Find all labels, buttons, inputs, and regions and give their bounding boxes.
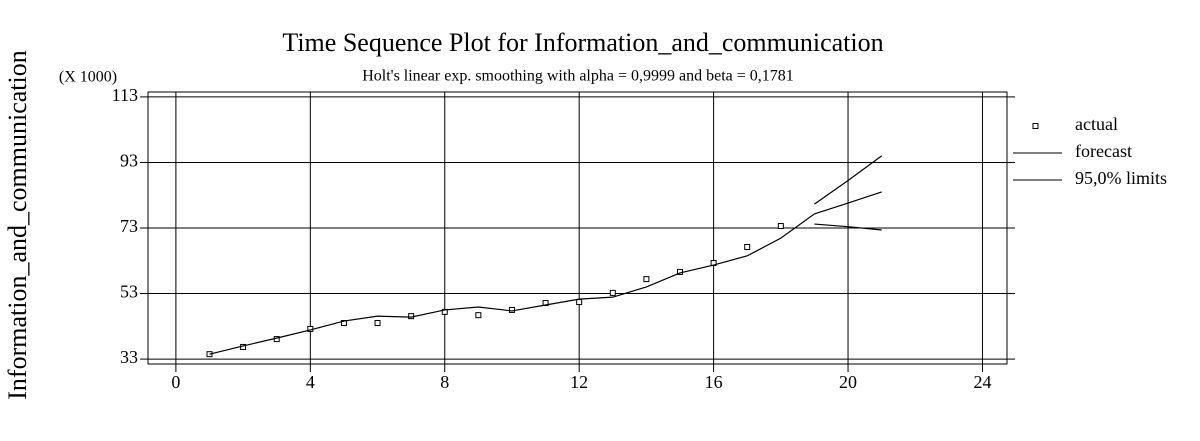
data-point: [643, 276, 650, 283]
x-tick-label: 16: [705, 372, 723, 392]
y-axis-label: Information_and_communication: [3, 50, 32, 399]
y-tick-label: 93: [120, 151, 138, 171]
legend-label: 95,0% limits: [1075, 168, 1167, 188]
y-tick-label: 73: [120, 216, 138, 236]
data-point: [508, 306, 515, 313]
legend-label: forecast: [1075, 141, 1132, 161]
series-line: [209, 191, 882, 355]
x-tick-label: 0: [171, 372, 180, 392]
x-tick-label: 20: [839, 372, 857, 392]
series-line: [814, 223, 882, 231]
data-point: [777, 223, 784, 230]
x-tick-label: 4: [306, 372, 315, 392]
chart-title: Time Sequence Plot for Information_and_c…: [282, 28, 883, 57]
data-point: [475, 312, 482, 319]
data-point: [744, 244, 751, 251]
y-tick-label: 53: [120, 282, 138, 302]
y-tick-label: 113: [112, 85, 138, 105]
data-point: [374, 320, 381, 327]
y-unit: (X 1000): [59, 69, 117, 86]
x-tick-label: 12: [570, 372, 588, 392]
series-line: [814, 155, 882, 205]
x-tick-label: 24: [973, 372, 991, 392]
y-tick-label: 33: [120, 347, 138, 367]
chart-subtitle: Holt's linear exp. smoothing with alpha …: [362, 68, 794, 85]
legend-label: actual: [1075, 114, 1118, 134]
legend-marker: [1032, 123, 1039, 129]
x-tick-label: 8: [440, 372, 449, 392]
data-point: [576, 299, 583, 306]
data-point: [609, 289, 616, 296]
